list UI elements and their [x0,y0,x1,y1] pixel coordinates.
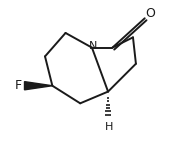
Text: H: H [105,122,114,132]
Text: F: F [15,79,22,92]
Text: N: N [88,41,97,51]
Text: O: O [146,7,156,20]
Polygon shape [25,82,52,90]
